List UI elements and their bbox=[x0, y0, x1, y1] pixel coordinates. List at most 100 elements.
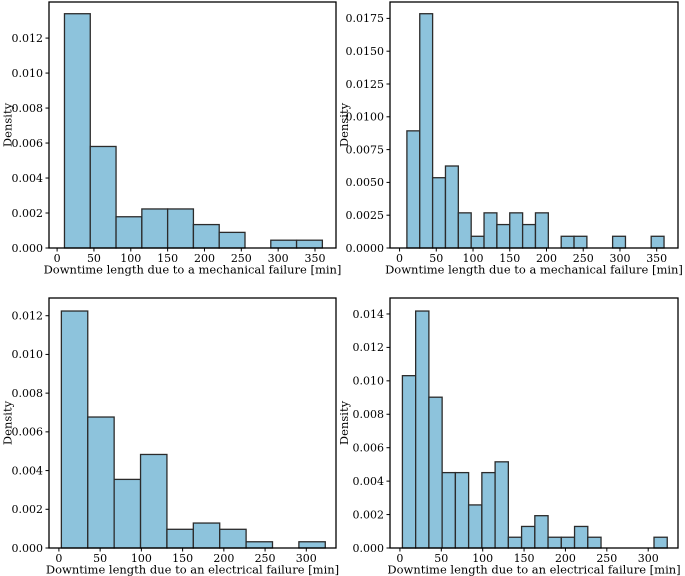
histogram-bar bbox=[650, 235, 665, 249]
x-tick-label: 250 bbox=[573, 252, 594, 265]
histogram-bar bbox=[481, 471, 496, 549]
y-tick-label: 0.006 bbox=[12, 137, 44, 150]
histogram-bar bbox=[611, 235, 627, 249]
x-tick-label: 0 bbox=[396, 552, 403, 565]
histogram-bar bbox=[573, 235, 588, 249]
plot-border bbox=[48, 1, 337, 249]
y-tick-label: 0.012 bbox=[353, 341, 385, 354]
histogram-bar bbox=[587, 536, 602, 549]
x-tick-label: 100 bbox=[131, 552, 152, 565]
subplot-mechanical-coarse: 0 50 100 150 200 250 300 350 0.000 0.002 0.004 0.00… bbox=[0, 0, 343, 288]
histogram-bar bbox=[219, 528, 247, 549]
y-tick-label: 0.0050 bbox=[346, 176, 385, 189]
y-tick-label: 0.004 bbox=[353, 475, 385, 488]
x-tick-label: 150 bbox=[499, 252, 520, 265]
y-tick-label: 0.0150 bbox=[346, 45, 385, 58]
histogram-bar bbox=[63, 13, 91, 249]
histogram-bar bbox=[218, 231, 246, 249]
histogram-bar bbox=[496, 223, 511, 249]
x-tick-label: 50 bbox=[87, 252, 101, 265]
x-tick-label: 300 bbox=[638, 552, 659, 565]
histogram-electrical-fine: 0 50 100 150 200 250 300 0.000 0.002 0.004 0.006 0.… bbox=[337, 297, 681, 576]
histogram-bar bbox=[520, 525, 536, 549]
x-tick-label: 200 bbox=[536, 252, 557, 265]
x-tick-label: 250 bbox=[255, 552, 276, 565]
x-tick-label: 100 bbox=[463, 252, 484, 265]
x-tick-label: 300 bbox=[609, 252, 630, 265]
histogram-bar bbox=[113, 478, 142, 549]
y-tick-label: 0.0075 bbox=[346, 143, 385, 156]
y-tick-label: 0.0025 bbox=[346, 209, 385, 222]
y-tick-label: 0.008 bbox=[353, 408, 385, 421]
y-tick-label: 0.0125 bbox=[346, 78, 385, 91]
plot-border bbox=[389, 297, 679, 549]
y-tick-label: 0.0000 bbox=[346, 242, 385, 255]
histogram-bar bbox=[141, 208, 169, 249]
x-tick-label: 250 bbox=[231, 252, 252, 265]
histogram-mechanical-coarse: 0 50 100 150 200 250 300 350 0.000 0.002 0.004 0.00… bbox=[1, 1, 342, 277]
y-tick-label: 0.012 bbox=[12, 32, 44, 45]
histogram-bar bbox=[298, 541, 326, 549]
x-tick-label: 150 bbox=[514, 552, 535, 565]
y-tick-label: 0.008 bbox=[12, 102, 44, 115]
histogram-bar bbox=[192, 522, 221, 549]
y-tick-label: 0.006 bbox=[353, 441, 385, 454]
x-tick-label: 100 bbox=[120, 252, 141, 265]
y-tick-label: 0.002 bbox=[12, 207, 44, 220]
y-axis-label: Density bbox=[1, 400, 15, 445]
histogram-bar bbox=[139, 453, 168, 549]
histogram-bar bbox=[441, 471, 457, 549]
x-axis-label: Downtime length due to an electrical fai… bbox=[387, 563, 680, 576]
x-axis-label: Downtime length due to a mechanical fail… bbox=[44, 263, 342, 277]
x-tick-label: 0 bbox=[55, 552, 62, 565]
y-tick-label: 0.004 bbox=[12, 464, 44, 477]
histogram-bar bbox=[547, 536, 562, 549]
subplot-electrical-coarse: 0 50 100 150 200 250 300 0.000 0.002 0.004 0.006 0.… bbox=[0, 288, 343, 576]
y-axis-label: Density bbox=[337, 102, 351, 147]
x-tick-label: 150 bbox=[172, 552, 193, 565]
histogram-bar bbox=[457, 212, 472, 249]
histogram-bar bbox=[521, 223, 537, 249]
x-tick-label: 250 bbox=[596, 552, 617, 565]
histogram-bar bbox=[166, 208, 195, 249]
histogram-bar bbox=[653, 536, 668, 549]
y-tick-label: 0.010 bbox=[12, 67, 44, 80]
y-tick-label: 0.010 bbox=[12, 348, 44, 361]
histogram-bar bbox=[454, 471, 470, 549]
subplot-mechanical-fine: 0 50 100 150 200 250 300 350 0.0000 0.0025 0.0050 0… bbox=[337, 0, 685, 288]
histogram-bar bbox=[87, 416, 115, 549]
y-tick-label: 0.002 bbox=[12, 503, 44, 516]
histogram-bar bbox=[419, 13, 434, 249]
histogram-bar bbox=[192, 223, 220, 249]
x-tick-label: 50 bbox=[429, 252, 443, 265]
plot-border bbox=[48, 297, 337, 549]
histogram-bar bbox=[245, 541, 274, 549]
histogram-bar bbox=[507, 536, 523, 549]
histogram-electrical-coarse: 0 50 100 150 200 250 300 0.000 0.002 0.004 0.006 0.… bbox=[1, 297, 339, 576]
y-tick-label: 0.012 bbox=[12, 310, 44, 323]
x-tick-label: 0 bbox=[54, 252, 61, 265]
histogram-bar bbox=[115, 216, 143, 249]
subplot-electrical-fine: 0 50 100 150 200 250 300 0.000 0.002 0.004 0.006 0.… bbox=[337, 288, 685, 576]
y-tick-label: 0.004 bbox=[12, 172, 44, 185]
y-tick-label: 0.002 bbox=[353, 508, 385, 521]
histogram-bar bbox=[89, 145, 117, 249]
histogram-bar bbox=[428, 396, 443, 549]
y-tick-label: 0.000 bbox=[12, 242, 44, 255]
y-tick-label: 0.006 bbox=[12, 426, 44, 439]
histogram-bar bbox=[509, 212, 524, 249]
plot-border bbox=[389, 1, 679, 249]
histogram-bar bbox=[534, 515, 549, 549]
x-tick-label: 200 bbox=[555, 552, 576, 565]
y-tick-label: 0.0100 bbox=[346, 111, 385, 124]
y-axis-label: Density bbox=[337, 400, 351, 445]
histogram-bar bbox=[60, 310, 89, 549]
histogram-bar bbox=[415, 310, 430, 549]
x-tick-label: 200 bbox=[194, 252, 215, 265]
histogram-bar bbox=[573, 525, 589, 549]
x-tick-label: 100 bbox=[472, 552, 493, 565]
x-tick-label: 50 bbox=[93, 552, 107, 565]
histogram-bar bbox=[401, 375, 417, 549]
x-tick-label: 200 bbox=[213, 552, 234, 565]
